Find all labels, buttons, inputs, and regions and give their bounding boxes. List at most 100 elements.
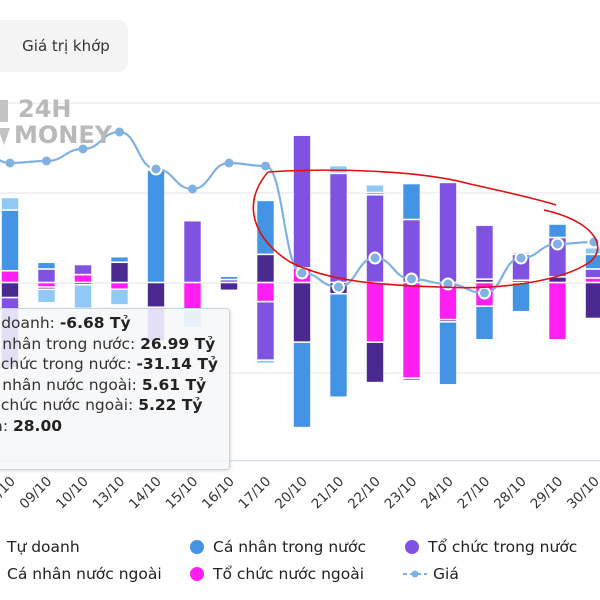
price-point bbox=[405, 272, 418, 286]
bar-segment bbox=[74, 274, 92, 283]
legend-label: Tự doanh bbox=[7, 538, 80, 556]
bar-segment bbox=[366, 184, 384, 193]
legend-label: Cá nhân nước ngoài bbox=[7, 565, 162, 583]
bar-segment bbox=[402, 183, 421, 220]
legend-dot-icon bbox=[405, 540, 419, 554]
bar-segment bbox=[293, 282, 311, 342]
bar-segment bbox=[439, 182, 457, 283]
legend-item-ca-nhan-trong-nuoc[interactable]: Cá nhân trong nước bbox=[190, 538, 366, 556]
match-value-button[interactable]: Giá trị khớp bbox=[0, 20, 128, 72]
bar-segment bbox=[293, 135, 311, 268]
bar-segment bbox=[548, 282, 567, 340]
tooltip-value: 5.22 Tỷ bbox=[138, 396, 203, 414]
watermark-line2: MONEY bbox=[14, 121, 113, 149]
bar-segment bbox=[402, 282, 421, 378]
legend-item-to-chuc-trong-nuoc[interactable]: Tổ chức trong nước bbox=[405, 538, 577, 556]
bar-segment bbox=[256, 360, 275, 364]
legend-label: Tổ chức trong nước bbox=[428, 538, 578, 556]
bar-segment bbox=[110, 282, 129, 290]
price-point bbox=[188, 184, 197, 194]
price-point bbox=[5, 158, 15, 168]
bar-segment bbox=[110, 289, 129, 305]
legend-item-tu-doanh[interactable]: Tự doanh bbox=[0, 538, 80, 556]
legend-label: Cá nhân trong nước bbox=[213, 538, 366, 556]
price-point bbox=[478, 286, 491, 300]
x-axis-label: 27/10 bbox=[455, 474, 494, 513]
x-axis-label: 20/10 bbox=[272, 474, 311, 513]
bar-segment bbox=[475, 279, 494, 283]
bar-segment bbox=[512, 280, 530, 283]
legend-item-gia[interactable]: Giá bbox=[403, 565, 459, 583]
legend-item-ca-nhan-nuoc-ngoai[interactable]: Cá nhân nước ngoài bbox=[0, 565, 162, 583]
tooltip-value: 26.99 Tỷ bbox=[140, 334, 216, 353]
x-axis-labels: 08/1009/1010/1013/1014/1015/1016/1017/10… bbox=[0, 474, 600, 513]
tooltip-label: Cá nhân nước ngoài: bbox=[0, 375, 137, 394]
price-point bbox=[42, 156, 51, 166]
tooltip-value: 5.61 Tỷ bbox=[141, 375, 207, 394]
bar-segment bbox=[37, 287, 56, 290]
bar-segment bbox=[585, 269, 600, 278]
legend-line-icon bbox=[403, 570, 427, 578]
bar-segment bbox=[329, 293, 348, 398]
logo-mark-icon bbox=[0, 128, 10, 145]
tooltip-row-tu-doanh: Tự doanh: -6.68 Tỷ bbox=[0, 313, 229, 334]
x-axis-label: 22/10 bbox=[345, 474, 384, 513]
x-axis-label: 14/10 bbox=[126, 474, 165, 513]
bar-segment bbox=[74, 282, 92, 285]
price-point bbox=[514, 251, 528, 265]
price-point bbox=[149, 162, 163, 176]
bar-segment bbox=[220, 282, 238, 291]
bar-segment bbox=[74, 264, 92, 275]
tooltip-value: -31.14 Tỷ bbox=[136, 355, 219, 373]
price-point bbox=[261, 161, 270, 171]
legend-label: Giá bbox=[433, 565, 459, 583]
tooltip-label: Tổ chức trong nước: bbox=[0, 355, 132, 373]
bar-segment bbox=[220, 279, 238, 283]
tooltip-row-to-chuc-nuoc-ngoai: Tổ chức nước ngoài: 5.22 Tỷ bbox=[0, 395, 229, 416]
tooltip-label: Tự doanh: bbox=[0, 314, 55, 332]
bar-segment bbox=[256, 200, 275, 255]
bar-segment bbox=[37, 262, 56, 269]
x-axis-label: 24/10 bbox=[418, 474, 457, 513]
bar-segment bbox=[220, 276, 238, 280]
bar-segment bbox=[183, 282, 202, 310]
bar-segment bbox=[366, 342, 384, 383]
bar-segment bbox=[37, 282, 56, 287]
price-point bbox=[368, 251, 382, 265]
watermark-logo bbox=[0, 100, 10, 145]
x-axis-label: 29/10 bbox=[528, 474, 567, 513]
price-line bbox=[0, 127, 600, 300]
watermark-line1: 24H bbox=[18, 95, 72, 123]
bar-segment bbox=[1, 282, 19, 298]
bar-segment bbox=[1, 197, 19, 210]
tooltip-row-ca-nhan-nuoc-ngoai: Cá nhân nước ngoài: 5.61 Tỷ bbox=[0, 375, 229, 396]
logo-mark-icon bbox=[0, 100, 8, 122]
x-axis-label: 16/10 bbox=[199, 474, 238, 513]
bar-segment bbox=[585, 278, 600, 283]
tooltip-value: 28.00 bbox=[12, 416, 63, 435]
bar-segment bbox=[585, 254, 600, 269]
bar-segment bbox=[402, 378, 421, 381]
price-point bbox=[78, 144, 88, 154]
bar-segment bbox=[147, 170, 165, 283]
x-axis-label: 21/10 bbox=[309, 474, 348, 513]
bar-segment bbox=[110, 262, 129, 283]
bar-segment bbox=[366, 282, 384, 342]
bar-segment bbox=[512, 282, 530, 312]
bar-segment bbox=[147, 282, 165, 308]
bar-segment bbox=[110, 256, 129, 263]
watermark: 24H MONEY bbox=[0, 96, 112, 148]
bar-segment bbox=[585, 282, 600, 319]
bar-segment bbox=[548, 277, 567, 283]
legend-item-to-chuc-nuoc-ngoai[interactable]: Tổ chức nước ngoài bbox=[190, 565, 364, 583]
price-point bbox=[551, 237, 564, 251]
bar-segment bbox=[37, 289, 56, 303]
bar-segment bbox=[548, 224, 567, 238]
tooltip-value: -6.68 Tỷ bbox=[59, 314, 131, 332]
bar-segment bbox=[256, 254, 275, 283]
tooltip-row-ca-nhan-trong-nuoc: Cá nhân trong nước: 26.99 Tỷ bbox=[0, 334, 229, 355]
tooltip-label: Tổ chức nước ngoài: bbox=[0, 396, 134, 414]
bar-segment bbox=[256, 301, 275, 360]
x-axis-label: 08/10 bbox=[0, 474, 19, 513]
